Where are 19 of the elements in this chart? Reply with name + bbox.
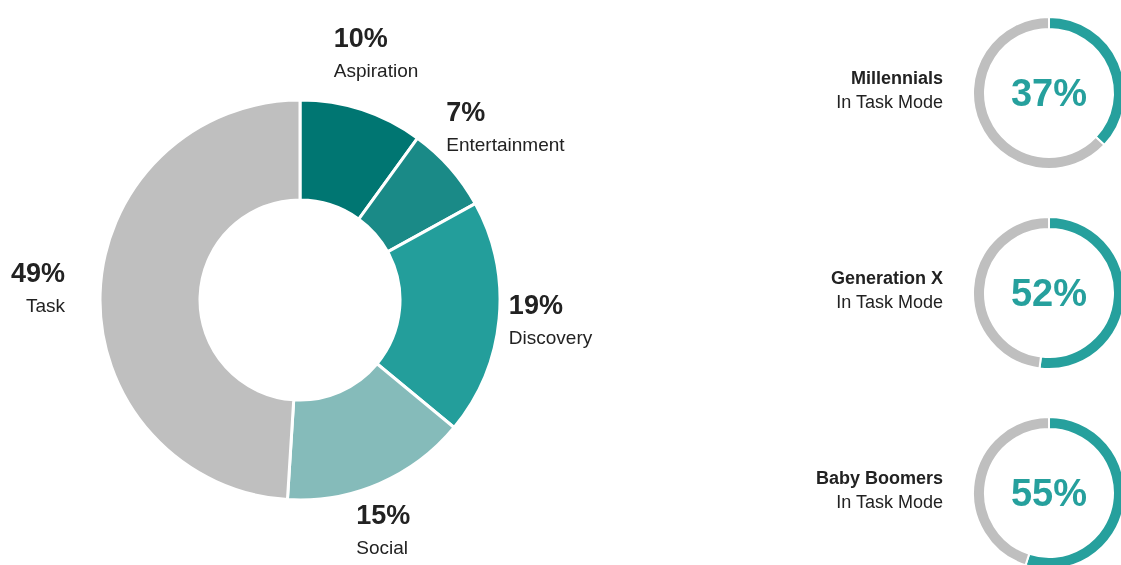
text: Millennials xyxy=(849,67,943,90)
data-label: 15% xyxy=(356,500,411,531)
slice-label: Entertainment xyxy=(446,134,566,156)
slice-label: Task xyxy=(26,294,66,316)
text: In Task Mode xyxy=(835,491,943,514)
data-label: 52% xyxy=(1010,272,1088,314)
slice-label: Social xyxy=(356,537,409,559)
data-label: 7% xyxy=(446,97,486,128)
data-label: 49% xyxy=(11,257,66,288)
text: In Task Mode xyxy=(835,291,943,314)
text: In Task Mode xyxy=(836,91,943,114)
data-label: 19% xyxy=(508,290,563,320)
data-label: 10% xyxy=(333,23,388,54)
data-label: 55% xyxy=(1010,472,1088,514)
slice-label: Aspiration xyxy=(333,60,419,82)
data-label: 37% xyxy=(1010,72,1088,114)
slice-label: Discovery xyxy=(508,327,593,348)
text: Baby Boomers xyxy=(815,467,943,490)
text: Generation X xyxy=(830,267,943,290)
